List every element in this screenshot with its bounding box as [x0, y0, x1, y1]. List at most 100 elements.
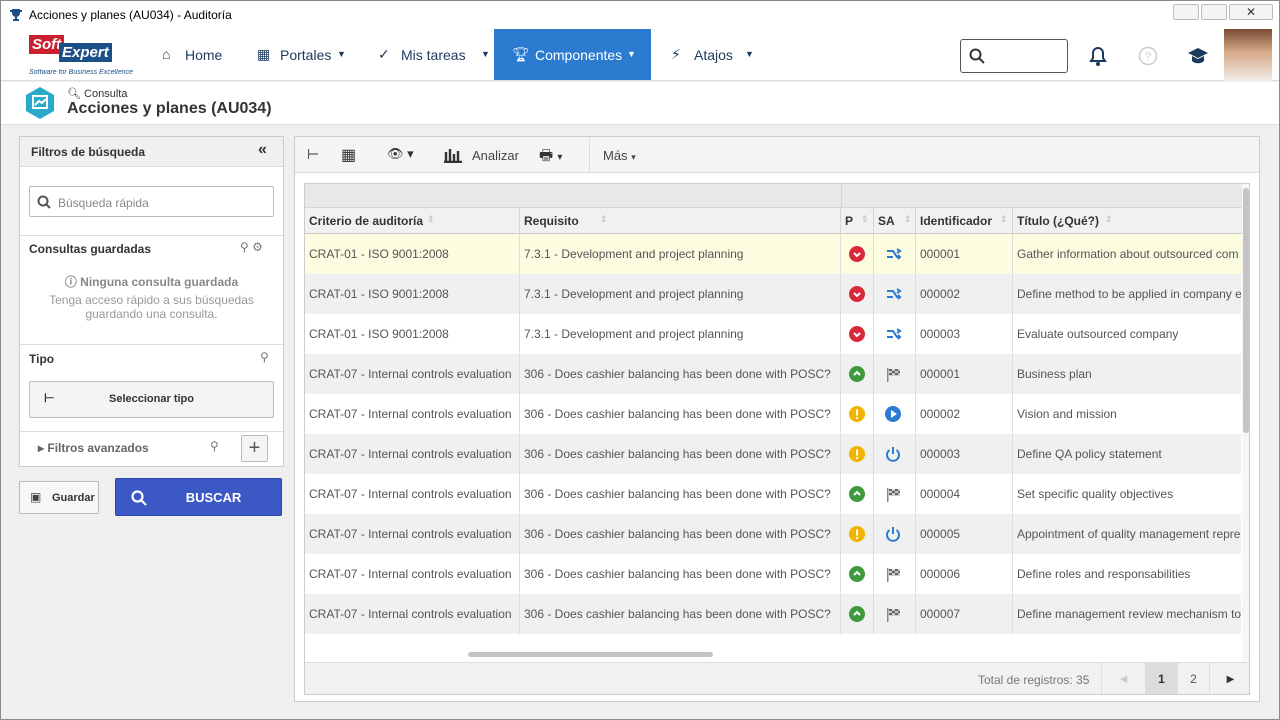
icon [887, 568, 900, 582]
breadcrumb-parent: 🔍︎ Consulta [67, 88, 128, 100]
graphic [849, 486, 865, 502]
table-cell: CRAT-07 - Internal controls evaluation [305, 354, 520, 394]
table-row[interactable]: CRAT-07 - Internal controls evaluation 30… [305, 394, 1241, 434]
close[interactable]: ✕ [1229, 4, 1273, 20]
saved-empty-text: Ninguna consulta guardada [80, 275, 239, 289]
v-scrollbar[interactable] [1243, 188, 1249, 433]
table-row[interactable]: CRAT-07 - Internal controls evaluation 30… [305, 354, 1241, 394]
page-title: Acciones y planes (AU034) [67, 100, 272, 117]
graphic [140, 499, 147, 506]
table-cell [841, 354, 874, 394]
priority-icon [849, 366, 865, 382]
table-cell [874, 394, 916, 434]
table-cell [841, 394, 874, 434]
column-heading[interactable]: Criterio de auditoría ⇕ [305, 208, 520, 234]
table-cell: Appointment of quality management repre [1013, 514, 1241, 554]
column-heading[interactable]: SA ⇕ [874, 208, 916, 234]
h-scrollbar[interactable] [468, 652, 713, 657]
table-row[interactable]: CRAT-07 - Internal controls evaluation 30… [305, 554, 1241, 594]
minimize[interactable] [1173, 4, 1199, 20]
logo[interactable]: Soft Expert Software for Business Excell… [29, 33, 133, 79]
page-number[interactable]: 1 [1145, 663, 1177, 694]
tree-button[interactable]: ⊢ [307, 146, 320, 162]
graphic [849, 566, 865, 582]
view-button[interactable]: 👁︎ ▾ [387, 146, 414, 161]
icon [886, 527, 900, 542]
graphic [887, 368, 889, 382]
logo-top: Soft [29, 35, 65, 54]
table-row[interactable]: CRAT-07 - Internal controls evaluation 30… [305, 514, 1241, 554]
table-row[interactable]: CRAT-07 - Internal controls evaluation 30… [305, 474, 1241, 514]
priority-icon [849, 526, 865, 542]
nav-item[interactable]: 🏆︎ Componentes ▼ [494, 29, 651, 80]
grid: Criterio de auditoría ⇕ Requisito ⇕ P ⇕ SA ⇕ Ide… [304, 183, 1250, 695]
breadcrumb-bar: 🔍︎ Consulta Acciones y planes (AU034) [1, 82, 1279, 125]
bell[interactable] [1089, 46, 1107, 66]
column-heading[interactable]: Requisito ⇕ [520, 208, 841, 234]
graphic [856, 537, 858, 539]
divider [841, 184, 842, 208]
status-icon [885, 326, 902, 343]
nav-icon: ⚡︎ [671, 46, 681, 62]
table-cell: 000004 [916, 474, 1013, 514]
table-cell: 306 - Does cashier balancing has been do… [520, 474, 841, 514]
table-cell [841, 514, 874, 554]
status-icon [885, 486, 902, 503]
column-heading[interactable]: Título (¿Qué?) ⇕ [1013, 208, 1249, 234]
graphic [32, 95, 48, 109]
learning[interactable] [1187, 47, 1209, 65]
icon [887, 328, 902, 340]
table-row[interactable]: CRAT-07 - Internal controls evaluation 30… [305, 434, 1241, 474]
nav-icon: ✓ [378, 46, 390, 62]
table-row[interactable]: CRAT-01 - ISO 9001:2008 7.3.1 - Developme… [305, 234, 1241, 274]
nav-label: Home [185, 47, 223, 63]
save-button[interactable]: ▣ Guardar [19, 481, 99, 514]
save-label: Guardar [52, 492, 95, 504]
icon [849, 246, 865, 262]
prev-page[interactable]: ◀ [1101, 663, 1145, 694]
avatar[interactable] [1224, 29, 1272, 81]
table-cell: Define method to be applied in company e [1013, 274, 1241, 314]
help[interactable]: ? [1138, 46, 1158, 66]
table-row[interactable]: CRAT-01 - ISO 9001:2008 7.3.1 - Developme… [305, 314, 1241, 354]
save-icon: ▣ [30, 490, 42, 504]
grid-body: CRAT-01 - ISO 9001:2008 7.3.1 - Developme… [305, 234, 1241, 664]
search-button[interactable]: BUSCAR [115, 478, 282, 516]
graphic [853, 332, 861, 338]
column-heading[interactable]: P ⇕ [841, 208, 874, 234]
table-cell [841, 594, 874, 634]
table-cell [841, 234, 874, 274]
table-cell: 306 - Does cashier balancing has been do… [520, 514, 841, 554]
select-type[interactable]: ⊢ Seleccionar tipo [29, 381, 274, 418]
table-cell: CRAT-07 - Internal controls evaluation [305, 594, 520, 634]
table-row[interactable]: CRAT-01 - ISO 9001:2008 7.3.1 - Developme… [305, 274, 1241, 314]
page-number[interactable]: 2 [1177, 663, 1209, 694]
quick-search-placeholder: Búsqueda rápida [58, 196, 149, 210]
table-cell: CRAT-07 - Internal controls evaluation [305, 474, 520, 514]
icon [887, 488, 900, 502]
analyze-label[interactable]: Analizar [472, 148, 519, 163]
collapse[interactable]: « [258, 141, 267, 158]
grid-button[interactable]: ▦ [341, 147, 357, 164]
more-button[interactable]: Más ▾ [603, 148, 636, 163]
quick-search[interactable]: Búsqueda rápida [29, 186, 274, 217]
graphic [887, 288, 902, 300]
print-button[interactable]: 🖶︎ ▾ [539, 147, 563, 164]
table-row[interactable]: CRAT-07 - Internal controls evaluation 30… [305, 594, 1241, 634]
advanced-label[interactable]: Filtros avanzados [47, 441, 149, 455]
icon [887, 608, 900, 622]
filter-panel: Filtros de búsqueda « Búsqueda rápida Co… [19, 136, 284, 467]
advanced-add[interactable]: + [241, 435, 268, 462]
column-heading[interactable]: Identificador ⇕ [916, 208, 1013, 234]
next-page[interactable]: ▶ [1209, 663, 1249, 694]
divider [20, 344, 283, 345]
status-icon [885, 446, 902, 463]
table-cell [841, 554, 874, 594]
saved-title: Consultas guardadas [29, 242, 152, 256]
maximize[interactable] [1201, 4, 1227, 20]
saved-hint: Tenga acceso rápido a sus búsquedas guar… [49, 293, 254, 321]
graphic [889, 489, 900, 495]
table-cell [874, 434, 916, 474]
search-box[interactable] [960, 39, 1068, 73]
toolbar: ⊢ ▦ 👁︎ ▾ Analizar 🖶︎ ▾ Más ▾ [295, 137, 1259, 173]
